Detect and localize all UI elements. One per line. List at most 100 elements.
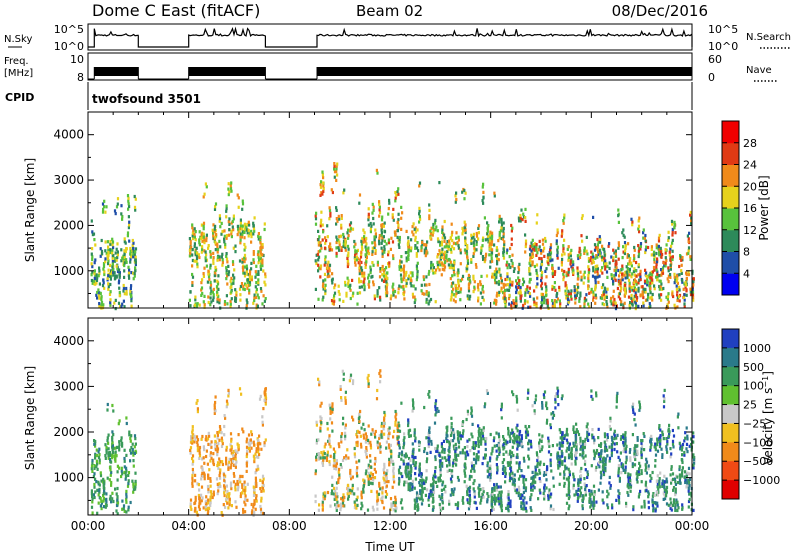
echo-cell bbox=[576, 254, 579, 258]
echo-cell bbox=[457, 290, 460, 294]
echo-cell bbox=[192, 459, 195, 463]
echo-cell bbox=[127, 271, 131, 275]
echo-cell bbox=[627, 262, 630, 266]
echo-cell bbox=[333, 495, 336, 499]
echo-cell bbox=[122, 289, 125, 293]
echo-cell bbox=[468, 496, 472, 500]
echo-cell bbox=[212, 223, 215, 227]
echo-cell bbox=[405, 229, 408, 233]
echo-cell bbox=[360, 242, 363, 246]
echo-cell bbox=[369, 454, 372, 458]
echo-cell bbox=[340, 437, 343, 441]
echo-cell bbox=[349, 227, 353, 231]
echo-cell bbox=[623, 273, 626, 277]
echo-cell bbox=[125, 292, 128, 296]
echo-cell bbox=[486, 469, 489, 473]
echo-cell bbox=[219, 245, 222, 249]
echo-cell bbox=[322, 181, 325, 185]
echo-cell bbox=[194, 295, 197, 299]
echo-cell bbox=[252, 485, 255, 489]
echo-cell bbox=[531, 252, 534, 256]
echo-cell bbox=[495, 270, 498, 274]
echo-cell bbox=[321, 223, 324, 227]
echo-cell bbox=[418, 220, 421, 224]
echo-cell bbox=[127, 508, 130, 512]
echo-cell bbox=[374, 456, 377, 461]
echo-cell bbox=[217, 294, 220, 298]
echo-cell bbox=[349, 376, 352, 380]
echo-cell bbox=[565, 296, 568, 300]
beam-label: Beam 02 bbox=[356, 2, 423, 20]
echo-cell bbox=[241, 232, 244, 236]
echo-cell bbox=[527, 457, 531, 461]
echo-cell bbox=[517, 291, 520, 295]
echo-cell bbox=[220, 436, 223, 440]
echo-cell bbox=[457, 238, 460, 242]
echo-cell bbox=[505, 251, 508, 255]
echo-cell bbox=[107, 248, 110, 252]
echo-cell bbox=[380, 225, 383, 229]
echo-cell bbox=[250, 267, 253, 271]
echo-cell bbox=[399, 265, 403, 269]
echo-cell bbox=[579, 253, 582, 257]
echo-cell bbox=[477, 296, 480, 300]
echo-cell bbox=[660, 282, 663, 286]
echo-cell bbox=[585, 293, 588, 297]
echo-cell bbox=[628, 303, 631, 307]
echo-cell bbox=[380, 241, 383, 245]
echo-cell bbox=[490, 452, 493, 456]
echo-cell bbox=[321, 500, 324, 504]
echo-cell bbox=[432, 495, 435, 499]
echo-cell bbox=[346, 264, 349, 269]
echo-cell bbox=[114, 276, 117, 280]
echo-cell bbox=[553, 272, 556, 276]
echo-cell bbox=[461, 232, 464, 236]
echo-cell bbox=[533, 245, 536, 249]
echo-cell bbox=[376, 260, 379, 264]
echo-cell bbox=[248, 449, 251, 453]
echo-cell bbox=[381, 264, 384, 269]
echo-cell bbox=[441, 499, 444, 503]
echo-cell bbox=[90, 489, 93, 493]
echo-cell bbox=[500, 276, 503, 280]
echo-cell bbox=[450, 431, 453, 435]
echo-cell bbox=[515, 290, 518, 295]
echo-cell bbox=[576, 282, 579, 286]
echo-cell bbox=[264, 272, 267, 276]
echo-cell bbox=[486, 500, 489, 504]
echo-cell bbox=[215, 232, 218, 237]
echo-cell bbox=[623, 251, 626, 256]
echo-cell bbox=[585, 235, 588, 239]
echo-cell bbox=[387, 443, 391, 447]
echo-cell bbox=[191, 425, 194, 429]
echo-cell bbox=[562, 244, 565, 248]
echo-cell bbox=[477, 455, 480, 459]
echo-cell bbox=[472, 457, 476, 461]
echo-cell bbox=[515, 279, 518, 283]
echo-cell bbox=[132, 453, 135, 457]
echo-cell bbox=[255, 272, 258, 276]
echo-cell bbox=[205, 264, 208, 268]
echo-cell bbox=[405, 279, 408, 283]
echo-cell bbox=[414, 235, 417, 239]
echo-cell bbox=[107, 262, 110, 266]
echo-cell bbox=[680, 269, 683, 273]
echo-cell bbox=[259, 248, 262, 252]
echo-cell bbox=[104, 257, 107, 261]
echo-cell bbox=[530, 488, 533, 492]
echo-cell bbox=[481, 185, 484, 189]
echo-cell bbox=[464, 466, 467, 470]
echo-cell bbox=[110, 460, 113, 464]
echo-cell bbox=[509, 437, 512, 441]
echo-cell bbox=[333, 167, 336, 171]
echo-cell bbox=[236, 224, 239, 228]
echo-cell bbox=[320, 416, 323, 421]
echo-cell bbox=[381, 499, 384, 503]
echo-cell bbox=[365, 247, 368, 251]
echo-cell bbox=[412, 406, 415, 410]
echo-cell bbox=[358, 430, 361, 434]
echo-cell bbox=[351, 489, 354, 493]
echo-cell bbox=[213, 411, 216, 415]
echo-cell bbox=[247, 228, 250, 233]
